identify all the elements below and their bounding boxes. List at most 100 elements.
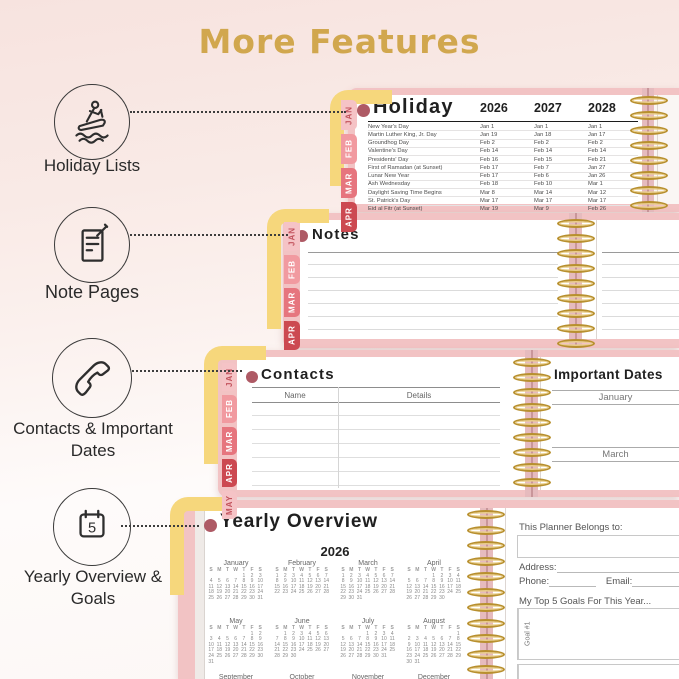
contacts-page: Contacts Name Details Important Dates Ja… <box>237 357 679 490</box>
coil <box>557 249 595 258</box>
contacts-row-lines <box>252 402 500 488</box>
spiral-binding <box>557 219 595 348</box>
title-bullet <box>357 104 370 117</box>
coil <box>557 279 595 288</box>
coil <box>630 156 668 165</box>
month-name: March <box>358 560 378 567</box>
address-row: Address: <box>519 562 679 573</box>
yearly-page-title: Yearly Overview <box>220 511 378 532</box>
important-dates-title: Important Dates <box>554 367 663 382</box>
coil <box>467 556 505 566</box>
coil <box>630 111 668 120</box>
facing-page-edge <box>596 220 597 339</box>
email-line <box>632 576 679 587</box>
coil <box>513 418 551 427</box>
feature-label-holiday: Holiday Lists <box>43 156 141 175</box>
holiday-row: Presidents' Day Feb 16 Feb 15 Feb 21 <box>368 156 638 165</box>
phone-line <box>549 576 596 587</box>
year-2026: 2026 <box>480 101 508 115</box>
month-tab-jan: JAN <box>284 222 300 251</box>
month-name: January <box>223 560 249 567</box>
month-name: April <box>426 560 441 567</box>
month-tab-apr: APR <box>222 459 237 487</box>
month-grid: S M T W T F S 1 2 3 4 5 6 7 8 9 10 11 12 13 14 15 16 17 18 19 20 21… <box>406 625 461 665</box>
coil <box>513 478 551 487</box>
header-rule <box>368 121 638 122</box>
month-tab-jan: JAN <box>341 100 357 130</box>
page-title: More Features <box>198 22 481 61</box>
coil <box>467 510 505 519</box>
connector-contacts <box>132 370 242 372</box>
calendar-row-2: May S M T W T F S 1 2 3 4 5 6 7 8 9 10 11 12 13 14 15 16 17 18 19 2… <box>207 618 463 665</box>
month-name: September <box>218 674 254 679</box>
month-name: February <box>287 560 316 567</box>
coil <box>467 525 505 535</box>
connector-notes <box>130 234 288 236</box>
notes-ruled-lines-right <box>602 252 679 337</box>
coil <box>513 448 551 457</box>
feature-circle-notes <box>54 207 130 283</box>
belongs-label: This Planner Belongs to: <box>519 522 623 533</box>
holiday-page: Holiday 2026 2027 2028 New Year's Day Jan… <box>355 95 642 214</box>
month-tab-may: MAY <box>222 491 237 519</box>
month-tab-apr: APR <box>341 202 357 232</box>
holiday-page-title: Holiday <box>373 96 454 118</box>
facing-page-edge <box>505 508 506 679</box>
feature-label-yearly: Yearly Overview & Goals <box>23 567 163 609</box>
month-tab-mar: MAR <box>284 288 300 317</box>
contacts-col-details: Details <box>406 390 432 400</box>
month-grid: S M T W T F S 1 2 3 4 5 6 7 8 9 10 11 12 13 14 15 16 17 18 19 20 21… <box>208 625 263 665</box>
month-name: July <box>361 618 375 625</box>
title-bullet <box>246 371 258 383</box>
mini-calendar-august: August S M T W T F S 1 2 3 4 5 6 7 8 9 10 11 12 13 14 15 16 17 18… <box>405 618 463 665</box>
coil <box>467 649 505 659</box>
spiral-binding <box>513 358 551 494</box>
month-tab-feb: FEB <box>341 134 357 164</box>
month-tab-feb: FEB <box>284 255 300 284</box>
email-label: Email: <box>605 576 633 587</box>
coil <box>513 463 551 472</box>
phone-email-row: Phone: Email: <box>519 576 679 587</box>
feature-circle-holiday <box>54 84 130 160</box>
holiday-row: Groundhog Day Feb 2 Feb 2 Feb 2 <box>368 140 638 148</box>
coil <box>467 603 505 612</box>
month-grid: S M T W T F S 1 2 3 4 5 6 7 8 9 10 11 12 13 14 15 16 17 18 19 20 21… <box>340 625 395 659</box>
holiday-row: Valentine's Day Feb 14 Feb 14 Feb 14 <box>368 148 638 157</box>
jet-ski-icon <box>75 100 109 144</box>
coil <box>467 634 505 643</box>
holiday-row: St. Patrick's Day Mar 17 Mar 17 Mar 17 <box>368 197 638 206</box>
month-name: October <box>289 674 315 679</box>
coil <box>630 126 668 135</box>
spiral-binding <box>630 96 668 212</box>
coil <box>630 186 668 195</box>
coil <box>557 339 595 348</box>
goal-1-label: Goal #1 <box>518 609 537 659</box>
month-name: December <box>417 674 451 679</box>
feature-circle-yearly: 5 <box>53 488 131 566</box>
mini-calendar-february: February S M T W T F S 1 2 3 4 5 6 7 8 9 10 11 12 13 14 15 16 17… <box>273 560 331 602</box>
contacts-table: Name Details <box>252 387 500 488</box>
mini-calendar-july: July S M T W T F S 1 2 3 4 5 6 7 8 9 10 11 12 13 14 15 16 17 18 19… <box>339 618 397 665</box>
svg-text:5: 5 <box>88 521 96 537</box>
month-tab-rail: JAN FEB MAR APR <box>284 222 300 352</box>
month-grid: S M T W T F S 1 2 3 4 5 6 7 8 9 10 11 12 13 14 15 16 17 18 19 20 21… <box>274 567 329 596</box>
coil <box>557 294 595 303</box>
coil <box>630 201 668 210</box>
calendar-row-3: SeptemberSMTWTFS123456789101112131415161… <box>207 674 463 679</box>
mini-calendar-october: OctoberSMTWTFS12345678910111213141516171… <box>273 674 331 679</box>
coil <box>557 264 595 273</box>
address-label: Address: <box>519 562 557 573</box>
mini-calendar-april: April S M T W T F S 1 2 3 4 5 6 7 8 9 10 11 12 13 14 15 16 17 18 1… <box>405 560 463 602</box>
address-line <box>556 562 679 573</box>
corner-band <box>170 497 232 595</box>
notes-ruled-lines <box>308 252 558 337</box>
coil <box>513 403 551 412</box>
holiday-row: Ash Wednesday Feb 18 Feb 10 Mar 1 <box>368 181 638 190</box>
year-2028: 2028 <box>588 101 616 115</box>
corner-band <box>204 346 266 464</box>
coil <box>557 234 595 243</box>
phone-icon <box>75 361 111 396</box>
holiday-rows: New Year's Day Jan 1 Jan 1 Jan 1 Martin Luth… <box>368 123 638 214</box>
